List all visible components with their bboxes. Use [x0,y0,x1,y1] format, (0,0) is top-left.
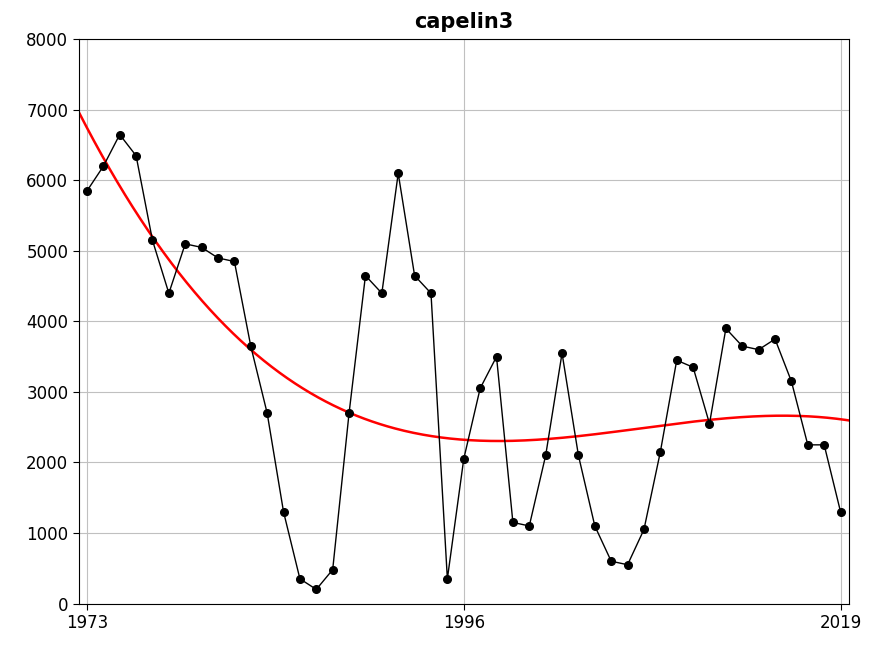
Title: capelin3: capelin3 [414,12,514,32]
